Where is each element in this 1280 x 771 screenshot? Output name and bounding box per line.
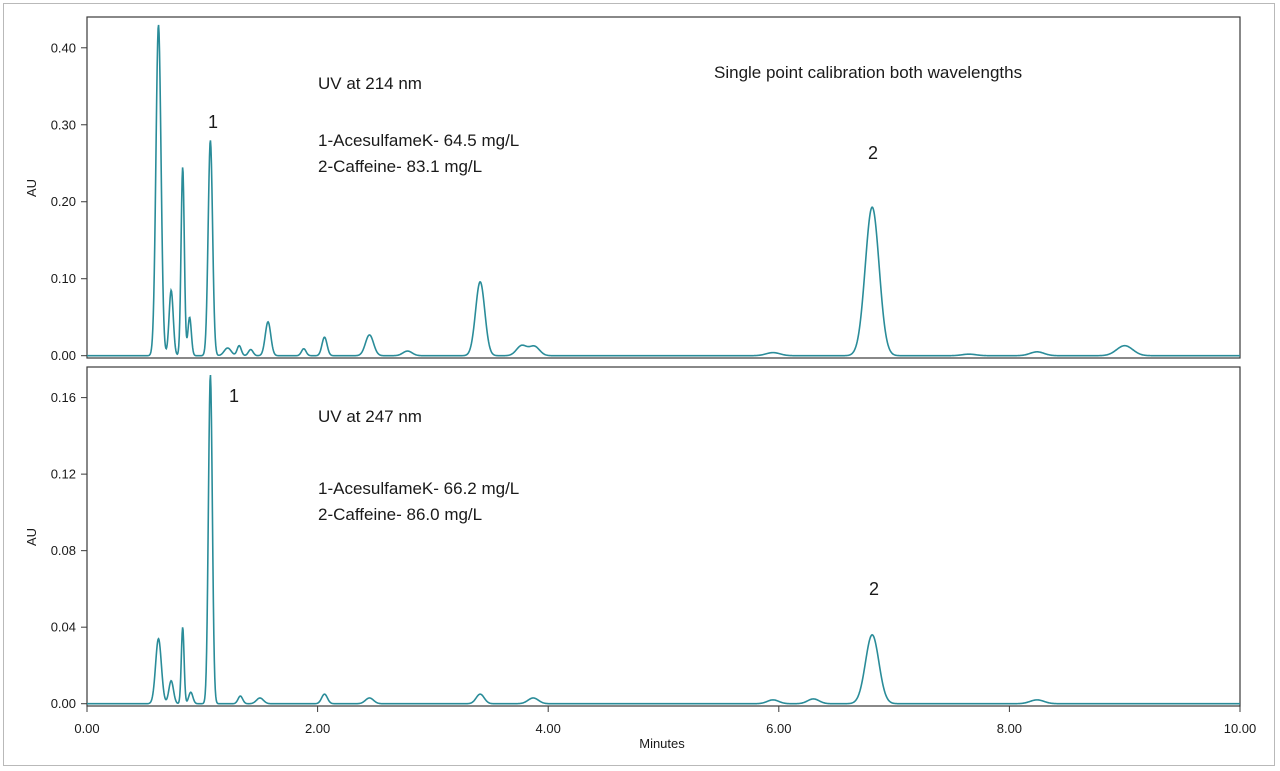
y-tick-label-bottom: 0.12	[51, 467, 76, 482]
peak-1-label-top: 1	[208, 112, 218, 132]
panel-247nm: 0.00 0.04 0.08 0.12 0.16 AU UV at 247 nm 1-A…	[24, 366, 1241, 711]
x-axis: 0.00 2.00 4.00 6.00 8.00 10.00	[74, 706, 1256, 736]
peak-2-label-top: 2	[868, 143, 878, 163]
y-tick-label-bottom: 0.16	[51, 390, 76, 405]
x-tick-label: 0.00	[74, 721, 99, 736]
trace-214nm	[87, 24, 1240, 357]
wavelength-label-bottom: UV at 247 nm	[318, 407, 422, 426]
y-tick-label-top: 0.30	[51, 117, 76, 132]
y-ticks-bottom: 0.00 0.04 0.08 0.12 0.16	[51, 390, 87, 711]
plot-area-top	[86, 16, 1241, 359]
concentration-line1-top: 1-AcesulfameK- 64.5 mg/L	[318, 131, 519, 150]
peak-2-label-bottom: 2	[869, 579, 879, 599]
y-axis-label-top: AU	[24, 179, 39, 197]
y-tick-label-bottom: 0.08	[51, 543, 76, 558]
y-tick-label-top: 0.10	[51, 271, 76, 286]
concentration-line2-top: 2-Caffeine- 83.1 mg/L	[318, 157, 482, 176]
y-ticks-top: 0.00 0.10 0.20 0.30 0.40	[51, 40, 87, 363]
y-tick-label-top: 0.20	[51, 194, 76, 209]
panel-214nm: 0.00 0.10 0.20 0.30 0.40 AU UV at 214 nm Sin…	[24, 16, 1241, 363]
x-tick-label: 4.00	[536, 721, 561, 736]
y-tick-label-top: 0.00	[51, 348, 76, 363]
x-tick-label: 6.00	[766, 721, 791, 736]
x-axis-label: Minutes	[639, 736, 685, 751]
x-tick-label: 10.00	[1224, 721, 1257, 736]
wavelength-label-top: UV at 214 nm	[318, 74, 422, 93]
figure-frame	[3, 3, 1275, 766]
trace-247nm	[87, 374, 1240, 705]
y-tick-label-bottom: 0.04	[51, 620, 76, 635]
calibration-note: Single point calibration both wavelength…	[714, 63, 1022, 82]
x-tick-label: 2.00	[305, 721, 330, 736]
concentration-line1-bottom: 1-AcesulfameK- 66.2 mg/L	[318, 479, 519, 498]
x-tick-label: 8.00	[997, 721, 1022, 736]
y-tick-label-bottom: 0.00	[51, 696, 76, 711]
y-tick-label-top: 0.40	[51, 40, 76, 55]
concentration-line2-bottom: 2-Caffeine- 86.0 mg/L	[318, 505, 482, 524]
peak-1-label-bottom: 1	[229, 386, 239, 406]
y-axis-label-bottom: AU	[24, 528, 39, 546]
plot-area-bottom	[86, 366, 1241, 707]
